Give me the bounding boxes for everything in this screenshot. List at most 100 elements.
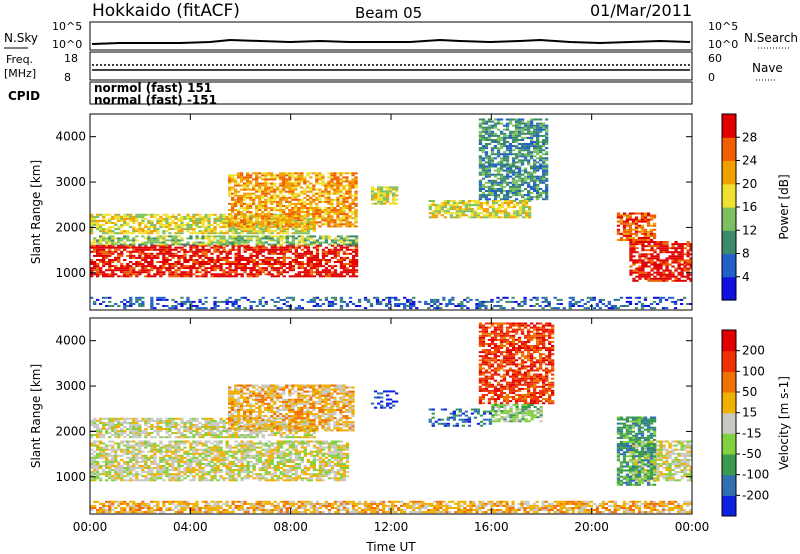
- power-echo-cell: [264, 246, 268, 249]
- velocity-echo-cell: [96, 448, 100, 451]
- power-echo-cell: [96, 252, 100, 255]
- power-echo-cell: [243, 213, 247, 216]
- power-echo-cell: [392, 196, 396, 199]
- power-echo-cell: [536, 175, 540, 178]
- power-echo-cell: [180, 305, 184, 307]
- power-echo-cell: [279, 243, 283, 246]
- velocity-echo-cell: [117, 471, 121, 474]
- power-echo-cell: [315, 176, 319, 179]
- power-echo-cell: [668, 269, 672, 272]
- velocity-echo-cell: [93, 460, 97, 463]
- power-echo-cell: [210, 275, 214, 278]
- power-echo-cell: [641, 241, 645, 243]
- power-echo-cell: [318, 211, 322, 214]
- power-echo-cell: [93, 222, 97, 224]
- power-echo-cell: [237, 261, 241, 263]
- power-echo-cell: [225, 298, 229, 301]
- power-echo-cell: [177, 256, 181, 259]
- power-echo-cell: [336, 239, 341, 242]
- power-echo-cell: [132, 237, 136, 240]
- power-echo-cell: [656, 269, 660, 272]
- power-echo-cell: [114, 237, 118, 240]
- power-echo-cell: [487, 194, 492, 197]
- power-echo-cell: [288, 243, 292, 246]
- power-echo-cell: [171, 265, 175, 268]
- power-echo-cell: [240, 194, 244, 197]
- power-echo-cell: [240, 235, 244, 238]
- power-echo-cell: [201, 250, 205, 253]
- power-echo-cell: [246, 192, 250, 195]
- power-echo-cell: [487, 173, 492, 176]
- power-echo-cell: [132, 230, 136, 233]
- power-echo-cell: [231, 263, 235, 265]
- power-echo-cell: [533, 149, 537, 152]
- power-echo-cell: [511, 171, 516, 174]
- power-echo-cell: [336, 244, 341, 247]
- power-echo-cell: [520, 305, 524, 307]
- velocity-echo-cell: [105, 475, 109, 478]
- power-echo-cell: [177, 250, 181, 253]
- power-echo-cell: [261, 223, 265, 226]
- power-echo-cell: [264, 235, 268, 238]
- power-echo-cell: [231, 300, 235, 303]
- power-echo-cell: [458, 216, 462, 219]
- power-echo-cell: [132, 267, 136, 270]
- power-echo-cell: [150, 224, 154, 226]
- power-echo-cell: [409, 300, 413, 303]
- power-echo-cell: [339, 219, 343, 222]
- power-echo-cell: [123, 237, 127, 240]
- velocity-echo-cell: [147, 467, 151, 469]
- power-echo-cell: [464, 206, 468, 209]
- power-echo-cell: [625, 300, 630, 303]
- power-echo-cell: [467, 206, 472, 209]
- power-echo-cell: [126, 230, 130, 233]
- power-echo-cell: [315, 207, 319, 209]
- power-echo-cell: [321, 254, 326, 257]
- power-echo-cell: [282, 265, 286, 268]
- power-echo-cell: [656, 273, 660, 276]
- power-echo-cell: [96, 273, 100, 276]
- power-echo-cell: [312, 254, 316, 257]
- power-echo-cell: [237, 237, 241, 240]
- power-echo-cell: [273, 209, 277, 212]
- power-echo-cell: [174, 265, 178, 268]
- power-echo-cell: [189, 259, 193, 261]
- power-echo-cell: [123, 305, 127, 307]
- power-echo-cell: [105, 232, 109, 235]
- power-echo-cell: [312, 267, 316, 270]
- power-echo-cell: [270, 202, 274, 205]
- power-echo-cell: [505, 194, 510, 197]
- power-echo-cell: [506, 206, 511, 209]
- power-echo-cell: [180, 303, 184, 305]
- power-echo-cell: [282, 213, 286, 216]
- power-echo-cell: [318, 275, 323, 278]
- power-echo-cell: [291, 194, 295, 197]
- power-echo-cell: [619, 296, 624, 299]
- power-echo-cell: [162, 219, 166, 222]
- power-echo-cell: [354, 225, 358, 228]
- power-echo-cell: [321, 209, 325, 212]
- power-echo-cell: [216, 248, 220, 251]
- power-echo-cell: [656, 243, 660, 246]
- power-echo-cell: [616, 230, 621, 233]
- power-echo-cell: [680, 303, 684, 305]
- power-echo-cell: [141, 259, 145, 261]
- power-echo-cell: [505, 145, 510, 148]
- power-echo-cell: [315, 215, 319, 218]
- velocity-echo-cell: [126, 467, 130, 469]
- power-echo-cell: [351, 198, 355, 201]
- power-echo-cell: [315, 180, 319, 183]
- power-echo-cell: [213, 213, 217, 216]
- power-echo-cell: [647, 241, 651, 243]
- power-echo-cell: [392, 198, 396, 201]
- power-echo-cell: [524, 206, 529, 209]
- power-echo-cell: [339, 200, 343, 203]
- power-echo-cell: [309, 265, 313, 268]
- power-echo-cell: [689, 277, 693, 280]
- power-echo-cell: [282, 228, 286, 231]
- power-echo-cell: [490, 307, 494, 310]
- power-echo-cell: [177, 226, 181, 229]
- velocity-echo-cell: [126, 471, 130, 474]
- power-echo-cell: [481, 305, 485, 307]
- power-echo-cell: [300, 186, 304, 189]
